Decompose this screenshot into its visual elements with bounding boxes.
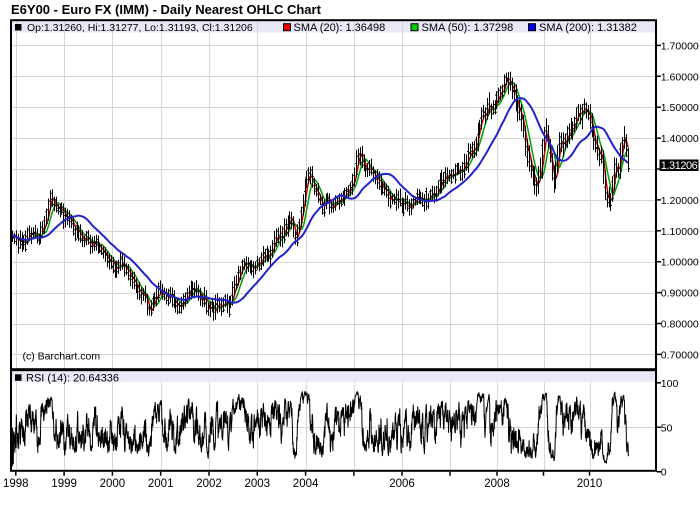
svg-text:50: 50	[661, 422, 673, 434]
svg-text:Op:1.31260, Hi:1.31277, Lo:1.3: Op:1.31260, Hi:1.31277, Lo:1.31193, Cl:1…	[27, 22, 253, 34]
svg-text:100: 100	[661, 378, 679, 390]
svg-text:2001: 2001	[148, 478, 174, 490]
svg-text:0.80000: 0.80000	[661, 319, 699, 331]
svg-text:1.31206: 1.31206	[661, 160, 698, 172]
svg-text:0.70000: 0.70000	[661, 349, 699, 361]
svg-text:1998: 1998	[3, 478, 29, 490]
svg-text:SMA (50): 1.37298: SMA (50): 1.37298	[422, 22, 514, 34]
svg-text:RSI (14): 20.64336: RSI (14): 20.64336	[26, 372, 119, 384]
svg-text:E6Y00 - Euro FX (IMM) - Daily: E6Y00 - Euro FX (IMM) - Daily Nearest OH…	[11, 2, 322, 17]
svg-text:1.20000: 1.20000	[661, 195, 699, 207]
svg-text:SMA (200): 1.31382: SMA (200): 1.31382	[539, 22, 637, 34]
svg-text:1.40000: 1.40000	[661, 133, 699, 145]
svg-text:2006: 2006	[389, 478, 415, 490]
svg-text:1999: 1999	[51, 478, 77, 490]
svg-text:2002: 2002	[196, 478, 222, 490]
svg-text:2008: 2008	[484, 478, 510, 490]
svg-text:0: 0	[661, 467, 667, 479]
svg-text:(c) Barchart.com: (c) Barchart.com	[23, 351, 101, 363]
svg-text:2010: 2010	[577, 478, 603, 490]
svg-text:2000: 2000	[100, 478, 126, 490]
svg-text:SMA (20): 1.36498: SMA (20): 1.36498	[294, 22, 386, 34]
svg-text:1.50000: 1.50000	[661, 102, 699, 114]
svg-text:1.70000: 1.70000	[661, 40, 699, 52]
svg-text:0.90000: 0.90000	[661, 288, 699, 300]
svg-text:2003: 2003	[245, 478, 271, 490]
svg-text:2004: 2004	[293, 478, 319, 490]
svg-text:1.10000: 1.10000	[661, 226, 699, 238]
svg-text:1.60000: 1.60000	[661, 71, 699, 83]
svg-text:1.00000: 1.00000	[661, 257, 699, 269]
